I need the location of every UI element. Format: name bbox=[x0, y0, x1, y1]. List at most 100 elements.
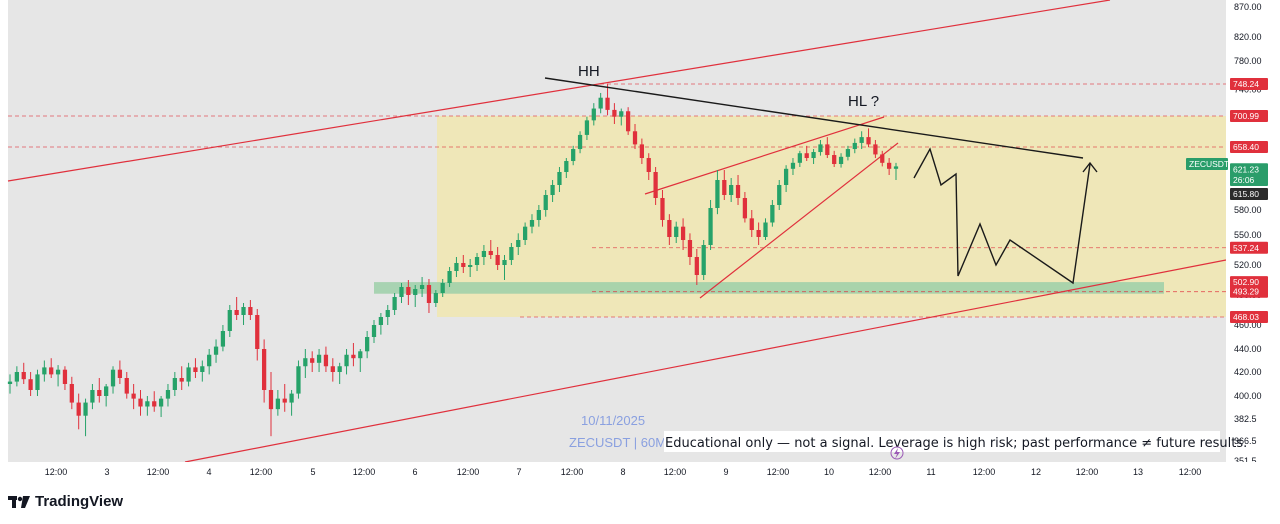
candle-body bbox=[866, 137, 871, 145]
candle-body bbox=[632, 131, 638, 145]
time-axis-background bbox=[0, 462, 1280, 484]
candle-body bbox=[186, 367, 191, 382]
candle-body bbox=[790, 162, 796, 169]
candle-body bbox=[248, 307, 253, 315]
time-tick-label: 4 bbox=[206, 467, 211, 477]
candle-body bbox=[378, 317, 384, 325]
price-axis[interactable]: 870.00820.00780.00740.00700.00658.00620.… bbox=[1226, 0, 1280, 466]
time-tick-label: 12:00 bbox=[147, 467, 170, 477]
price-tick-label: 382.5 bbox=[1234, 414, 1257, 424]
time-tick-label: 9 bbox=[723, 467, 728, 477]
candle-body bbox=[426, 285, 432, 303]
time-axis[interactable]: 12:00 3 12:00 4 12:00 5 12:00 6 12:00 7 12:00 8 12:0… bbox=[0, 462, 1280, 484]
candle-body bbox=[584, 120, 590, 135]
candle-body bbox=[110, 369, 116, 387]
time-tick-label: 12:00 bbox=[561, 467, 584, 477]
resistance-trendline bbox=[544, 77, 1084, 159]
candle-body bbox=[35, 374, 40, 390]
candle-body bbox=[893, 166, 899, 169]
price-tag-text: 26:06 bbox=[1233, 175, 1255, 185]
candle-body bbox=[777, 185, 782, 205]
channel-upper bbox=[7, 0, 1111, 182]
time-tick-label: 12:00 bbox=[353, 467, 376, 477]
time-tick-label: 12:00 bbox=[767, 467, 790, 477]
candle-body bbox=[626, 111, 631, 132]
time-tick-label: 12:00 bbox=[1179, 467, 1202, 477]
lightning-icon[interactable] bbox=[890, 446, 904, 460]
candle-body bbox=[392, 297, 397, 310]
candle-body bbox=[193, 367, 198, 372]
candle-body bbox=[845, 149, 851, 157]
price-tick-label: 870.00 bbox=[1234, 2, 1262, 12]
price-tag-text: 493.29 bbox=[1233, 287, 1259, 297]
time-tick-label: 12:00 bbox=[45, 467, 68, 477]
candle-body bbox=[227, 310, 232, 331]
candle-body bbox=[770, 205, 775, 223]
candle-body bbox=[55, 369, 61, 375]
price-tick-label: 440.00 bbox=[1234, 344, 1262, 354]
time-tick-label: 12:00 bbox=[973, 467, 996, 477]
candle-body bbox=[124, 378, 129, 394]
candle-body bbox=[358, 351, 363, 359]
candle-body bbox=[255, 315, 260, 349]
candle-body bbox=[172, 378, 177, 390]
time-tick-label: 12:00 bbox=[457, 467, 480, 477]
candle-body bbox=[69, 384, 74, 403]
price-tag-text: 468.03 bbox=[1233, 312, 1259, 322]
candle-body bbox=[413, 289, 418, 295]
price-tag bbox=[1230, 241, 1268, 254]
price-tick-label: 520.00 bbox=[1234, 260, 1262, 270]
candle-body bbox=[687, 240, 693, 257]
candle-body bbox=[310, 358, 315, 363]
candle-body bbox=[783, 168, 789, 185]
candle-body bbox=[509, 247, 514, 260]
candle-body bbox=[495, 255, 500, 265]
price-tick-label: 400.00 bbox=[1234, 391, 1262, 401]
horizontal-levels-layer bbox=[8, 83, 1226, 318]
support-zone bbox=[374, 282, 1164, 294]
time-tick-label: 12 bbox=[1031, 467, 1041, 477]
candle-body bbox=[275, 398, 280, 410]
candle-body bbox=[323, 354, 329, 367]
projection-arrowhead bbox=[1082, 161, 1098, 173]
time-tick-label: 6 bbox=[412, 467, 417, 477]
candle-body bbox=[605, 97, 610, 110]
candle-body bbox=[660, 198, 665, 220]
candle-body bbox=[729, 185, 734, 195]
price-tag-text: ZECUSDT bbox=[1189, 159, 1229, 169]
candle-body bbox=[571, 149, 576, 162]
candle-body bbox=[104, 386, 109, 396]
candle-body bbox=[674, 226, 679, 237]
candle-body bbox=[516, 240, 521, 247]
candle-body bbox=[715, 180, 720, 208]
price-tag bbox=[1230, 276, 1268, 289]
candle-body bbox=[83, 402, 88, 416]
price-tag-text: 621.23 bbox=[1233, 164, 1259, 174]
candle-body bbox=[735, 185, 741, 198]
candle-body bbox=[873, 144, 878, 155]
price-tag bbox=[1230, 310, 1268, 323]
candle-body bbox=[303, 358, 308, 367]
price-tag bbox=[1230, 141, 1268, 153]
candle-body bbox=[756, 230, 761, 237]
candle-body bbox=[838, 156, 844, 165]
price-tick-label: 420.00 bbox=[1234, 367, 1262, 377]
candle-body bbox=[522, 226, 528, 240]
price-tag bbox=[1230, 163, 1268, 176]
time-tick-label: 10 bbox=[824, 467, 834, 477]
candle-body bbox=[261, 349, 267, 390]
candle-body bbox=[447, 271, 452, 283]
candle-body bbox=[289, 393, 294, 403]
candles-layer bbox=[7, 84, 899, 437]
tradingview-logo[interactable]: TradingView bbox=[8, 493, 123, 510]
candle-body bbox=[481, 251, 487, 257]
time-tick-label: 7 bbox=[516, 467, 521, 477]
brand-name: TradingView bbox=[35, 493, 124, 510]
candle-body bbox=[207, 354, 212, 367]
candle-body bbox=[316, 354, 322, 363]
candle-body bbox=[296, 366, 301, 394]
candle-body bbox=[550, 185, 555, 195]
